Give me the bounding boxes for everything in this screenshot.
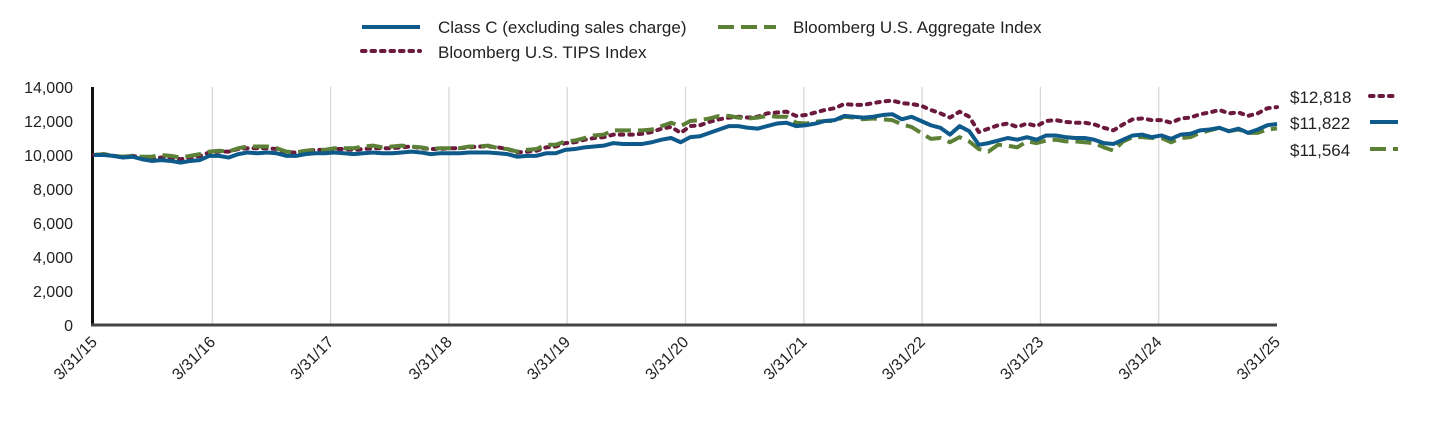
x-tick-label: 3/31/24 xyxy=(1116,334,1166,384)
x-tick-label: 3/31/16 xyxy=(169,334,219,384)
x-tick-label: 3/31/18 xyxy=(406,334,456,384)
y-tick-label: 14,000 xyxy=(24,80,73,97)
x-tick-label: 3/31/15 xyxy=(51,334,101,384)
y-tick-label: 2,000 xyxy=(33,284,73,301)
y-tick-label: 8,000 xyxy=(33,182,73,199)
series-line-fund xyxy=(94,112,1278,165)
end-labels: $12,818 $11,822 $11,564 xyxy=(1290,88,1400,160)
series-line-tips xyxy=(92,98,1279,162)
x-tick-label: 3/31/19 xyxy=(524,334,574,384)
y-tick-label: 12,000 xyxy=(24,114,73,131)
legend-label-agg: Bloomberg U.S. Aggregate Index xyxy=(793,18,1042,37)
series-layer xyxy=(92,98,1279,165)
x-tick-label: 3/31/21 xyxy=(761,334,811,384)
end-label-fund: $11,822 xyxy=(1290,114,1350,133)
x-tick-label: 3/31/22 xyxy=(879,334,929,384)
y-tick-label: 0 xyxy=(64,318,73,335)
legend: Class C (excluding sales charge) Bloombe… xyxy=(360,18,1042,62)
x-tick-label: 3/31/17 xyxy=(288,334,338,384)
end-label-tips: $12,818 xyxy=(1290,88,1351,107)
series-line-agg xyxy=(93,113,1278,160)
y-tick-label: 4,000 xyxy=(33,250,73,267)
y-tick-label: 6,000 xyxy=(33,216,73,233)
legend-label-fund: Class C (excluding sales charge) xyxy=(438,18,687,37)
x-tick-label: 3/31/20 xyxy=(643,334,693,384)
x-tick-label: 3/31/23 xyxy=(997,334,1047,384)
legend-label-tips: Bloomberg U.S. TIPS Index xyxy=(438,43,647,62)
end-label-agg: $11,564 xyxy=(1290,141,1350,160)
y-tick-label: 10,000 xyxy=(24,148,73,165)
x-tick-label: 3/31/25 xyxy=(1234,334,1284,384)
